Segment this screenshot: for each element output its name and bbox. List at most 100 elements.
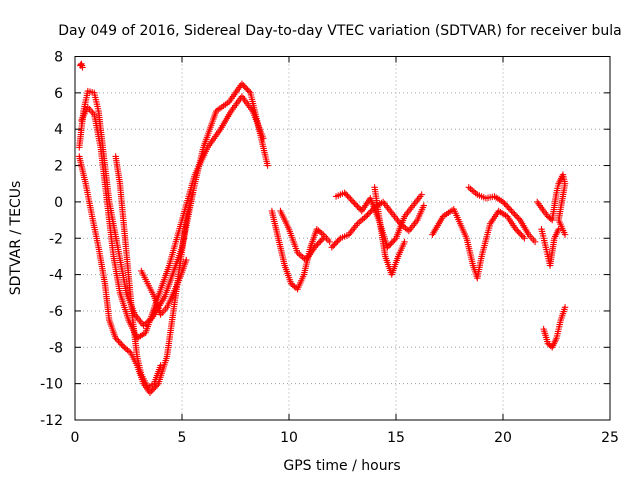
x-tick-label: 20 — [494, 430, 512, 446]
y-tick-label: 0 — [54, 195, 63, 211]
data-point — [315, 239, 323, 246]
data-point — [328, 244, 335, 251]
data-point — [264, 162, 271, 169]
data-point — [330, 242, 337, 250]
data-point — [509, 209, 517, 216]
data-point — [521, 235, 528, 242]
series-late-cluster-a — [268, 207, 333, 293]
data-point — [511, 210, 518, 218]
data-point — [119, 342, 126, 349]
data-point — [113, 336, 121, 343]
x-tick-label: 5 — [178, 430, 187, 446]
data-point — [555, 225, 562, 233]
data-point — [388, 239, 395, 246]
data-point — [241, 83, 248, 90]
data-point — [314, 241, 321, 248]
x-tick-label: 25 — [601, 430, 619, 446]
data-point — [312, 242, 320, 250]
data-point — [561, 231, 569, 238]
data-point — [501, 200, 508, 207]
data-point — [149, 386, 156, 393]
data-point — [334, 238, 341, 245]
series-late-cluster-c — [328, 198, 428, 251]
data-point — [341, 189, 348, 197]
x-tick-label: 15 — [387, 430, 405, 446]
data-point — [364, 211, 371, 219]
data-point — [508, 207, 515, 215]
series-late-cluster-f — [429, 205, 528, 282]
data-point — [389, 238, 397, 245]
series-second-trough — [112, 153, 164, 391]
y-tick-label: -8 — [49, 340, 63, 356]
y-tick-label: -4 — [49, 268, 63, 284]
data-point — [355, 204, 363, 212]
y-tick-label: 6 — [54, 86, 63, 102]
x-tick-label: 10 — [280, 430, 298, 446]
data-point — [347, 195, 354, 203]
y-tick-label: -6 — [49, 304, 63, 320]
data-point — [320, 235, 327, 242]
data-point — [514, 227, 521, 234]
data-point — [561, 304, 569, 311]
series-late-cluster-g — [465, 184, 539, 246]
data-point — [504, 203, 511, 210]
data-point — [499, 198, 507, 206]
x-tick-label: 0 — [71, 430, 80, 446]
data-point — [79, 64, 86, 71]
data-point — [514, 213, 521, 221]
data-point — [243, 85, 250, 92]
data-points — [76, 60, 569, 396]
y-tick-label: -12 — [40, 413, 63, 429]
data-point — [331, 241, 338, 248]
data-point — [157, 362, 164, 369]
series-gap-segment — [138, 256, 190, 318]
series-late-cluster-b — [277, 207, 327, 264]
data-point — [401, 238, 408, 246]
data-point — [354, 203, 361, 210]
series-top-points — [77, 60, 86, 71]
data-point — [505, 204, 512, 212]
data-point — [245, 88, 253, 95]
data-point — [342, 191, 350, 198]
data-point — [515, 228, 522, 236]
series-middle-arc — [78, 93, 267, 342]
data-point — [384, 244, 391, 251]
data-point — [506, 206, 514, 213]
data-point — [318, 236, 326, 243]
data-point — [502, 201, 510, 209]
data-point — [335, 236, 343, 243]
series-late-cluster-j — [540, 304, 569, 351]
data-point — [148, 388, 155, 395]
data-point — [152, 383, 159, 390]
data-point — [350, 198, 357, 206]
data-point — [244, 86, 251, 94]
x-axis-label: GPS time / hours — [283, 458, 400, 474]
y-tick-label: 2 — [54, 159, 63, 175]
series-late-cluster-i — [538, 225, 562, 269]
data-point — [112, 335, 119, 342]
tick-labels: 0 5 10 15 20 25 -12 -10 -8 -6 -4 -2 0 2 4 6 8 — [40, 50, 619, 447]
series-late-cluster-e — [371, 184, 408, 278]
data-point — [519, 233, 527, 240]
data-point — [518, 232, 525, 239]
data-point — [348, 197, 355, 204]
data-point — [116, 339, 124, 346]
data-point — [332, 239, 340, 246]
data-point — [418, 191, 425, 198]
data-point — [238, 80, 246, 87]
data-point — [391, 236, 398, 243]
data-point — [326, 238, 333, 246]
data-point — [183, 256, 190, 264]
y-tick-label: 8 — [54, 50, 63, 66]
data-point — [240, 82, 247, 89]
series-late-cluster-h — [534, 171, 569, 238]
data-point — [515, 215, 522, 222]
plot-frame — [74, 56, 611, 421]
data-point — [311, 244, 318, 251]
y-tick-label: -10 — [40, 377, 63, 393]
chart-title: Day 049 of 2016, Sidereal Day-to-day VTE… — [58, 23, 621, 39]
data-point — [189, 189, 196, 197]
data-point — [351, 200, 358, 207]
data-point — [118, 341, 125, 348]
